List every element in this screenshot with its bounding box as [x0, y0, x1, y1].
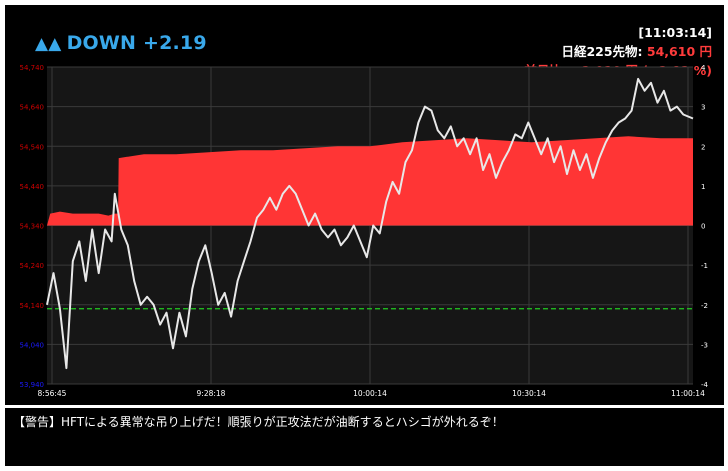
right-axis-tick-label: 0	[701, 223, 705, 231]
right-axis-tick-label: -1	[701, 262, 708, 270]
left-axis-tick-label: 54,340	[20, 223, 45, 231]
left-axis-tick-label: 54,540	[20, 143, 45, 151]
left-axis-tick-label: 54,140	[20, 302, 45, 310]
right-axis-tick-label: -3	[701, 341, 708, 349]
left-axis-tick-label: 54,240	[20, 262, 45, 270]
chart-panel: ▲▲ DOWN +2.19 [11:03:14] 日経225先物: 54,610 …	[5, 5, 724, 405]
right-axis-tick-label: 2	[701, 143, 705, 151]
futures-label: 日経225先物:	[561, 44, 643, 59]
x-axis-tick-label: 10:30:14	[512, 389, 546, 398]
right-axis-tick-label: 1	[701, 183, 705, 191]
left-axis-tick-label: 54,740	[20, 64, 45, 72]
right-axis-tick-label: 4	[701, 64, 706, 72]
left-axis-tick-label: 54,640	[20, 104, 45, 112]
left-axis-tick-label: 54,440	[20, 183, 45, 191]
x-axis-tick-label: 9:28:18	[197, 389, 226, 398]
left-axis-tick-label: 53,940	[20, 381, 45, 389]
ticker-bar: 【警告】HFTによる異常な吊り上げだ！順張りが正攻法だが油断するとハシゴが外れる…	[5, 408, 724, 466]
right-axis-tick-label: -4	[701, 381, 709, 389]
trend-label: DOWN +2.19	[66, 32, 207, 54]
left-axis-tick-label: 54,040	[20, 341, 45, 349]
x-axis-tick-label: 8:56:45	[38, 389, 67, 398]
price-chart: 54,740 54,640 54,540 54,440 54,340 54,240 54,1…	[20, 64, 709, 398]
price-line	[46, 77, 694, 370]
x-axis-tick-label: 10:00:14	[353, 389, 387, 398]
trend-arrows-icon: ▲▲	[35, 34, 62, 54]
ticker-message: 【警告】HFTによる異常な吊り上げだ！順張りが正攻法だが油断するとハシゴが外れる…	[13, 415, 504, 429]
right-axis-tick-label: -2	[701, 302, 708, 310]
timestamp: [11:03:14]	[638, 25, 712, 40]
trend-indicator: ▲▲ DOWN +2.19	[35, 32, 207, 54]
futures-price: 54,610 円	[646, 44, 712, 59]
right-axis-tick-label: 3	[701, 104, 705, 112]
indicator-area	[47, 136, 693, 226]
x-axis-tick-label: 11:00:14	[671, 389, 705, 398]
